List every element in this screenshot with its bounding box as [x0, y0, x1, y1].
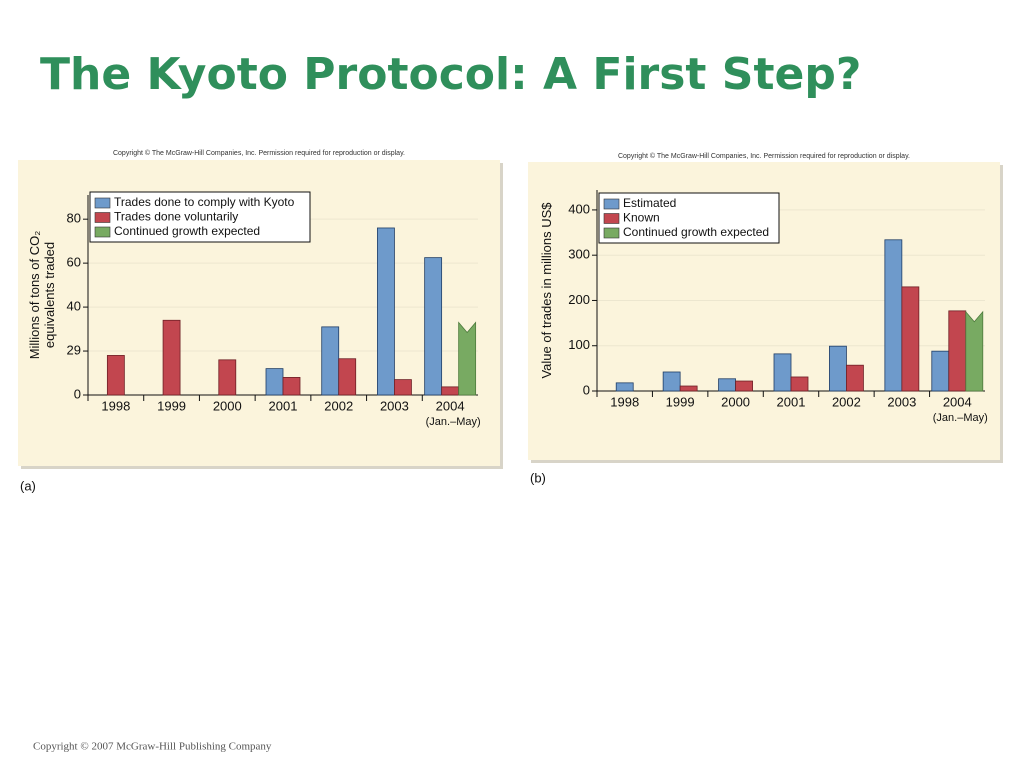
bar — [846, 364, 864, 392]
bar — [321, 326, 340, 396]
bar — [615, 382, 634, 392]
x-tick-label: 1998 — [101, 398, 130, 413]
y-tick-label: 29 — [67, 342, 81, 357]
x-tick-label: 2000 — [721, 394, 750, 409]
copyright: Copyright © The McGraw-Hill Companies, I… — [618, 152, 910, 160]
bar — [662, 371, 681, 392]
slide-title: The Kyoto Protocol: A First Step? — [40, 49, 861, 100]
x-tick-label: 2003 — [887, 394, 916, 409]
y-tick-label: 40 — [67, 299, 81, 314]
bar — [948, 310, 967, 392]
bar — [424, 257, 443, 396]
bar — [377, 227, 395, 396]
y-axis-label-line: Millions of tons of CO₂ — [27, 231, 42, 360]
legend-swatch — [94, 212, 111, 223]
bar — [441, 386, 460, 396]
x-tick-label: 1999 — [157, 398, 186, 413]
x-tick-label: 2001 — [777, 394, 806, 409]
growth-bar — [458, 321, 477, 396]
y-tick-label: 100 — [568, 337, 590, 352]
bar — [679, 385, 698, 392]
footer: Copyright © 2007 McGraw-Hill Publishing … — [33, 741, 272, 753]
panel-label: (a) — [20, 478, 36, 493]
legend-box — [89, 191, 311, 243]
x-tick-label: 1999 — [666, 394, 695, 409]
y-tick-label: 80 — [67, 211, 81, 226]
legend-label: Trades done voluntarily — [114, 210, 238, 224]
bar — [718, 378, 736, 392]
x-tick-label: 2002 — [832, 394, 861, 409]
legend-swatch — [603, 227, 620, 239]
legend-label: Known — [623, 211, 660, 225]
x-tick-label: 2000 — [213, 398, 242, 413]
bar — [773, 353, 792, 392]
legend-swatch — [603, 213, 620, 224]
y-tick-label: 400 — [568, 201, 590, 216]
bar — [829, 345, 847, 392]
x-tick-label: 2004 — [436, 398, 465, 413]
bar — [394, 379, 412, 396]
y-tick-label: 200 — [568, 292, 590, 307]
bar — [901, 286, 920, 392]
bar — [162, 319, 181, 396]
y-axis-label: Value of trades in millions US$ — [539, 202, 554, 379]
legend-swatch — [603, 198, 620, 210]
bar — [218, 359, 237, 396]
x-tick-label: 2004 — [943, 394, 972, 409]
x-tick-label: 2003 — [380, 398, 409, 413]
y-tick-label: 300 — [568, 247, 590, 262]
legend-label: Continued growth expected — [114, 224, 260, 238]
legend-box — [598, 192, 780, 244]
y-tick-label: 60 — [67, 255, 81, 270]
x-tick-note: (Jan.–May) — [933, 412, 988, 424]
y-axis-label-line: equivalents traded — [42, 242, 57, 348]
bar — [106, 355, 125, 396]
legend-label: Continued growth expected — [623, 225, 769, 239]
y-tick-label: 0 — [583, 382, 590, 397]
x-tick-note: (Jan.–May) — [426, 416, 481, 428]
legend-swatch — [94, 226, 111, 238]
bar — [931, 350, 950, 392]
bar — [265, 368, 284, 396]
bar — [884, 239, 903, 392]
legend-swatch — [94, 197, 111, 209]
bar — [790, 376, 809, 392]
copyright: Copyright © The McGraw-Hill Companies, I… — [113, 149, 405, 157]
bar — [282, 377, 301, 396]
y-tick-label: 0 — [74, 386, 81, 401]
growth-bar — [965, 310, 984, 392]
x-tick-label: 2002 — [324, 398, 353, 413]
legend-label: Trades done to comply with Kyoto — [114, 195, 295, 209]
bar — [338, 358, 357, 396]
x-tick-label: 2001 — [269, 398, 298, 413]
x-tick-label: 1998 — [610, 394, 639, 409]
y-axis-label: Millions of tons of CO₂equivalents trade… — [27, 231, 57, 360]
legend-label: Estimated — [623, 196, 676, 210]
bar — [735, 380, 753, 392]
panel-label: (b) — [530, 470, 546, 485]
y-axis-label-line: Value of trades in millions US$ — [539, 202, 554, 379]
